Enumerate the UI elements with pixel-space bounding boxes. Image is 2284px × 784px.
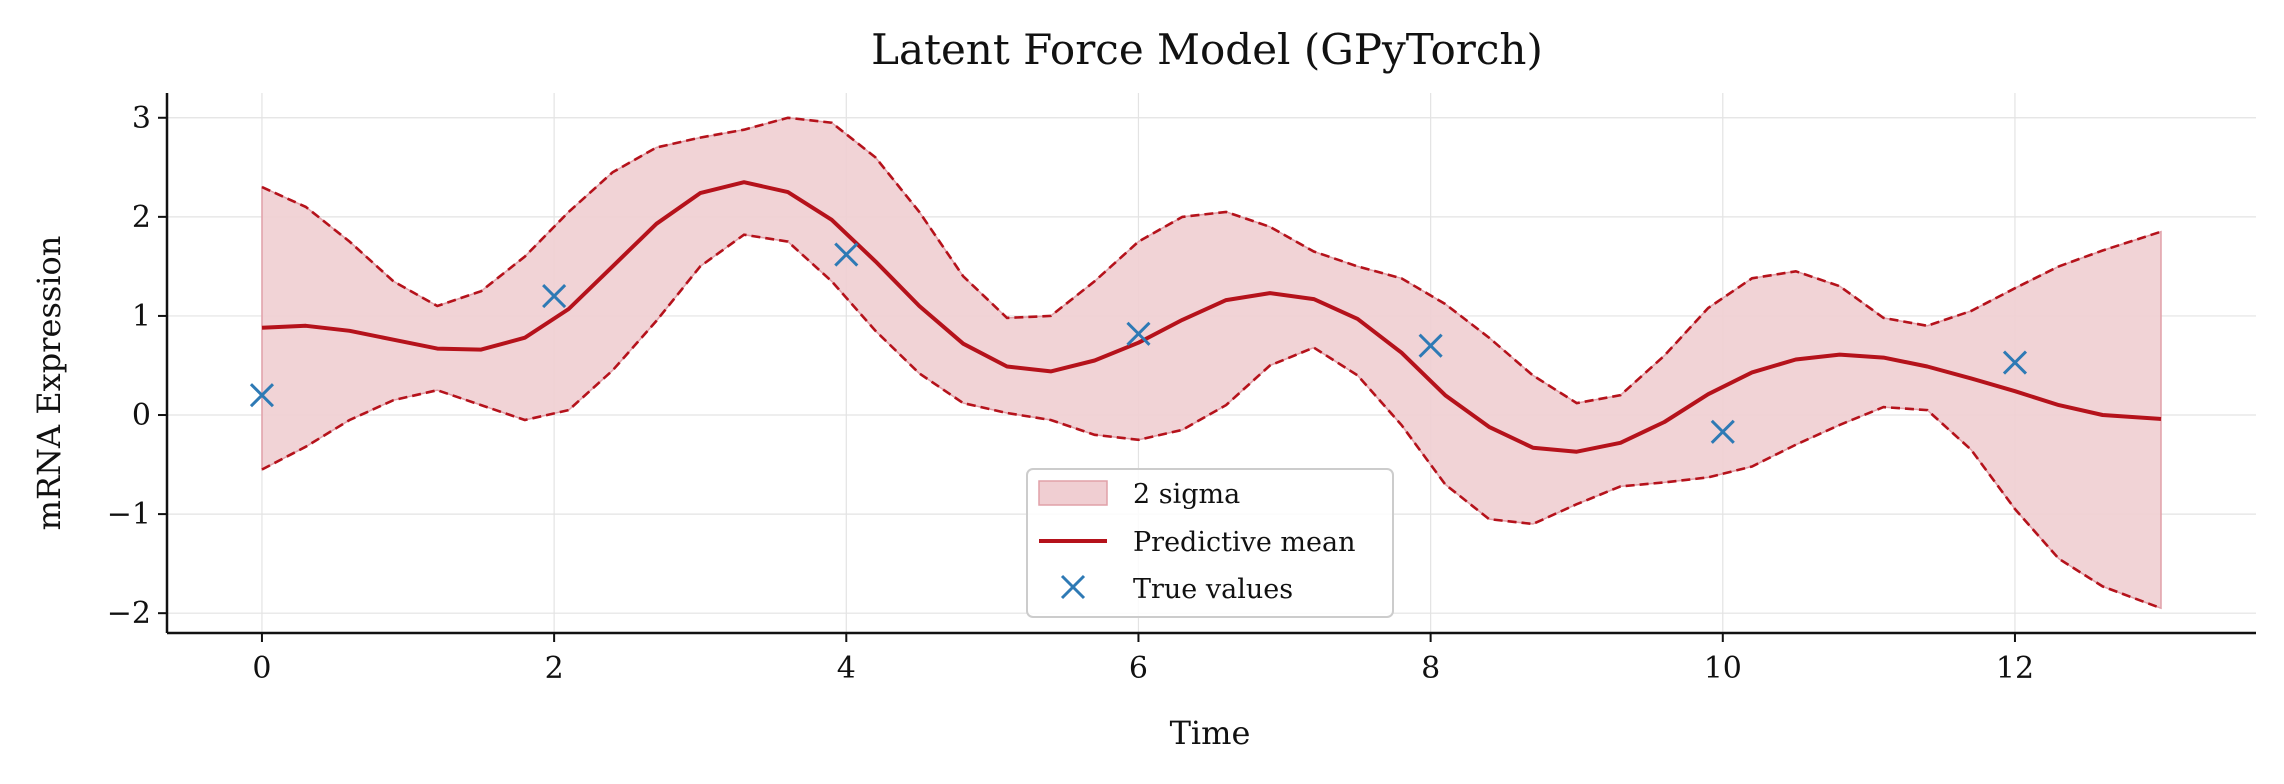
x-tick-label: 2 (545, 651, 564, 686)
x-tick-label: 12 (1996, 651, 2034, 686)
x-tick-label: 8 (1421, 651, 1440, 686)
y-tick-label: −1 (107, 497, 151, 532)
true-value-point (834, 242, 859, 267)
y-tick-label: 0 (132, 398, 151, 433)
x-tick-label: 0 (252, 651, 271, 686)
y-tick-label: 1 (132, 299, 151, 334)
plot-area (249, 116, 2162, 610)
true-value-point (2002, 350, 2028, 375)
legend-true-values-marker (1060, 574, 1086, 600)
x-axis-label: Time (1170, 714, 1251, 752)
chart-title: Latent Force Model (GPyTorch) (871, 25, 1543, 74)
band-lower-bound (261, 233, 2162, 610)
legend-label-band: 2 sigma (1133, 479, 1240, 510)
legend-label-mean: Predictive mean (1133, 527, 1355, 558)
legend-x-marker (1060, 574, 1086, 600)
true-value-point (249, 383, 275, 408)
legend-frame (1026, 468, 1394, 618)
y-tick-label: 3 (132, 101, 151, 136)
band-upper-bound (261, 116, 2162, 405)
x-tick-label: 4 (837, 651, 856, 686)
predictive-mean-line (261, 180, 2162, 454)
true-value-point (1710, 419, 1735, 444)
x-tick-label: 6 (1129, 651, 1148, 686)
legend: 2 sigma Predictive mean True values (1026, 468, 1394, 618)
y-tick-label: −2 (107, 596, 151, 631)
legend-band-swatch (1038, 480, 1108, 506)
y-axis-label: mRNA Expression (30, 236, 68, 531)
x-tick-label: 10 (1704, 651, 1742, 686)
true-value-point (1418, 333, 1443, 358)
true-value-point (542, 284, 567, 309)
true-value-point (1126, 321, 1151, 346)
y-tick-label: 2 (132, 200, 151, 235)
legend-label-true-values: True values (1133, 574, 1293, 605)
